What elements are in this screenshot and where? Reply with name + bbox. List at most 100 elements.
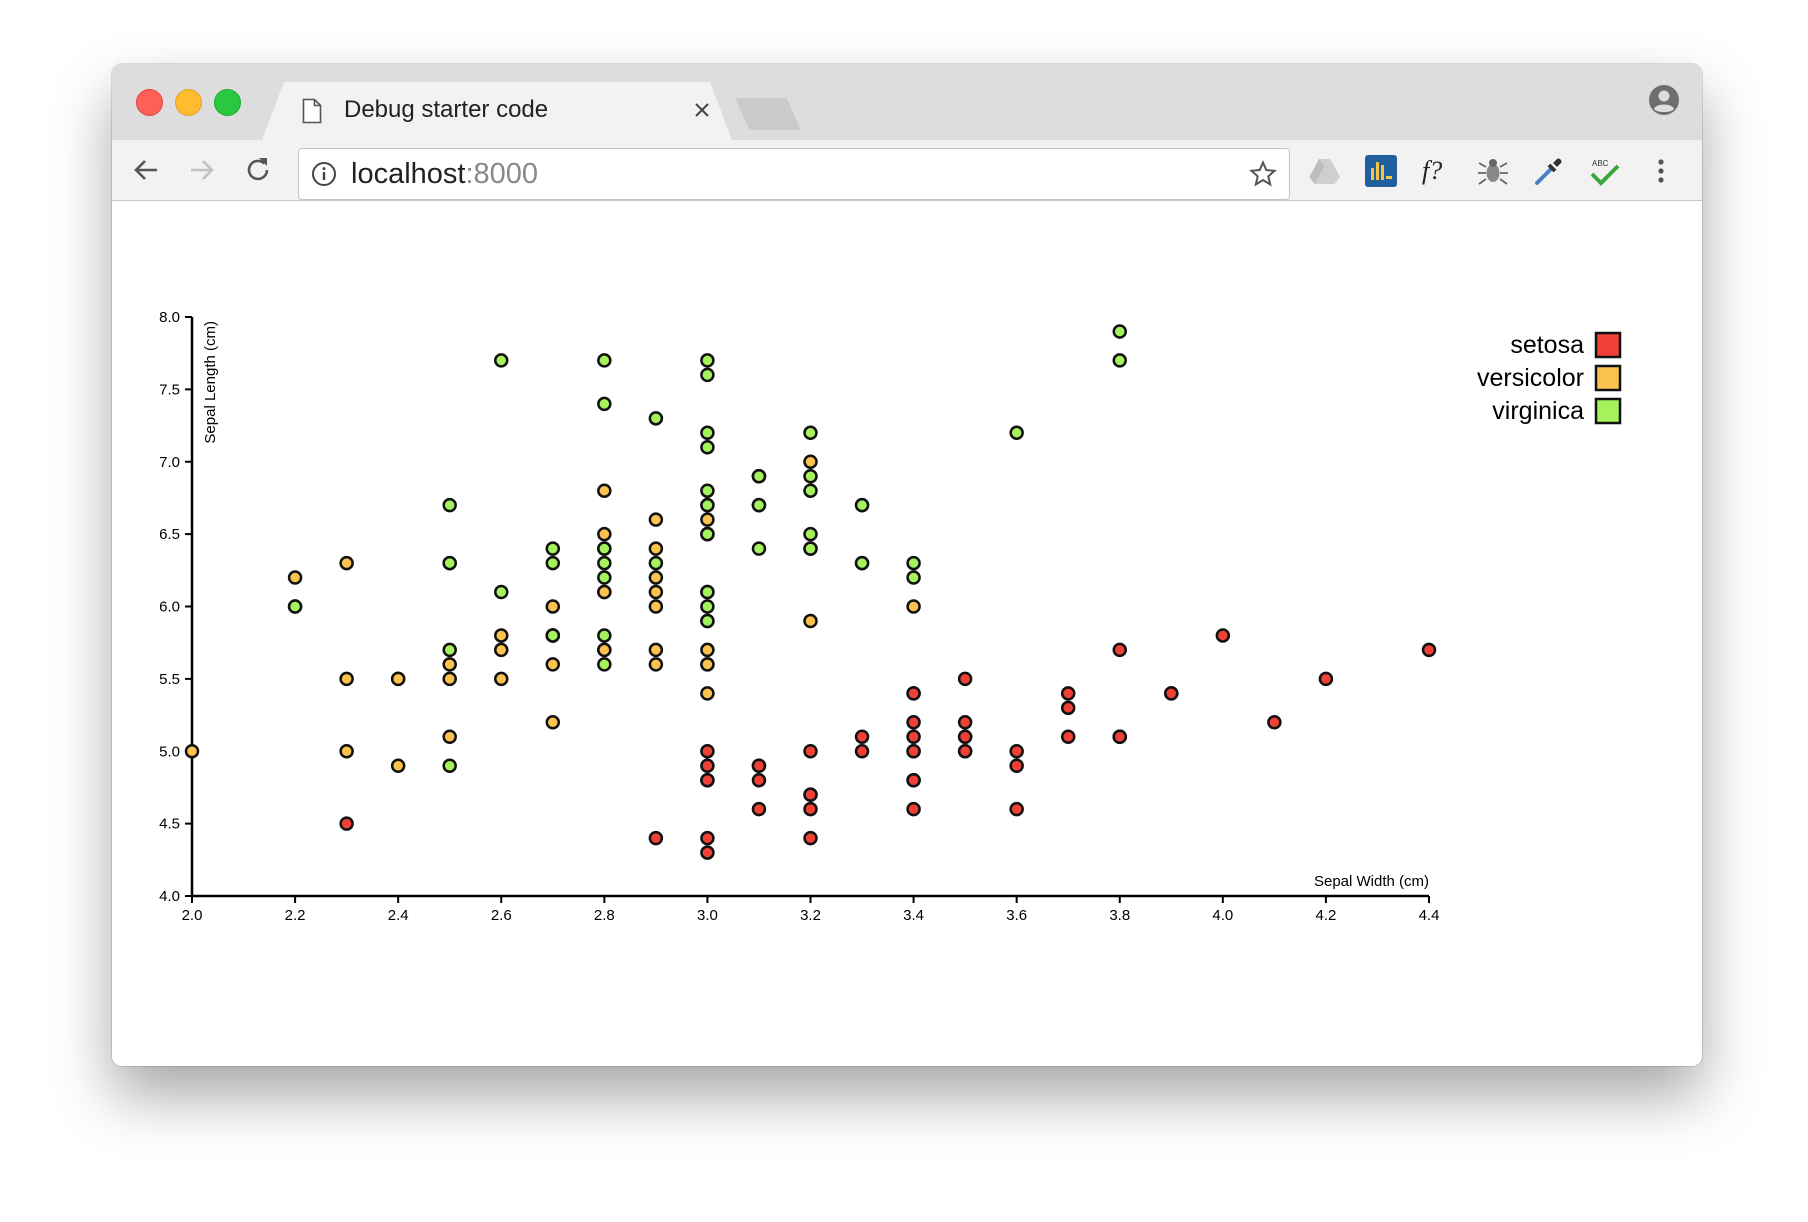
data-point-virginica: [648, 555, 664, 571]
data-point-setosa: [1060, 729, 1076, 745]
legend-label-virginica: virginica: [1492, 397, 1584, 425]
data-point-virginica: [442, 642, 457, 658]
data-point-setosa: [700, 744, 715, 759]
data-point-setosa: [1060, 700, 1076, 716]
data-point-setosa: [957, 729, 973, 745]
tab-title: Debug starter code: [344, 96, 549, 123]
reload-icon[interactable]: [242, 154, 274, 186]
minimize-window-button[interactable]: [175, 89, 202, 116]
legend-swatch-virginica: [1594, 397, 1622, 425]
x-tick-label: 3.0: [697, 907, 718, 924]
data-point-setosa: [1267, 715, 1282, 730]
scatter-chart: 2.0 2.2 2.4 2.6 2.8 3.0 3.2 3.4 3.6 3.8 4.0 4.2 4.4 …: [159, 309, 1622, 924]
data-point-virginica: [442, 758, 457, 773]
data-point-versicolor: [648, 642, 664, 658]
data-point-setosa: [957, 671, 973, 687]
data-point-setosa: [1009, 758, 1024, 773]
page-icon: [302, 98, 322, 124]
y-axis: 4.0 4.5 5.0 5.5 6.0 6.5 7.0 7.5 8.0: [159, 309, 192, 905]
data-point-virginica: [751, 497, 767, 513]
back-icon[interactable]: [130, 154, 162, 186]
data-point-virginica: [494, 584, 509, 600]
data-point-versicolor: [287, 570, 303, 585]
data-point-versicolor: [648, 584, 664, 600]
data-point-virginica: [597, 353, 612, 368]
close-window-button[interactable]: [136, 89, 163, 116]
legend-label-versicolor: versicolor: [1477, 364, 1584, 392]
x-tick-label: 2.0: [182, 907, 203, 924]
data-point-versicolor: [545, 715, 561, 730]
data-point-virginica: [854, 497, 870, 513]
address-bar[interactable]: localhost:8000: [298, 148, 1290, 200]
legend-swatch-versicolor: [1594, 364, 1622, 392]
eyedropper-icon[interactable]: [1532, 154, 1566, 188]
data-point-setosa: [1112, 729, 1127, 745]
data-point-versicolor: [803, 613, 818, 629]
data-point-versicolor: [339, 671, 354, 687]
data-point-virginica: [597, 570, 612, 585]
data-point-versicolor: [545, 599, 561, 614]
data-point-versicolor: [597, 642, 612, 658]
data-point-setosa: [751, 801, 767, 817]
legend: setosa versicolor virginica: [1477, 331, 1622, 425]
data-point-virginica: [906, 555, 921, 571]
x-tick-label: 2.8: [594, 907, 615, 924]
y-tick-label: 4.0: [159, 888, 180, 905]
y-tick-label: 6.0: [159, 599, 180, 616]
function-extension-icon[interactable]: f?: [1420, 154, 1454, 188]
star-icon[interactable]: [1249, 160, 1277, 188]
data-point-versicolor: [442, 671, 457, 687]
data-point-setosa: [906, 729, 921, 745]
forward-icon[interactable]: [186, 154, 218, 186]
y-axis-label: Sepal Length (cm): [202, 321, 219, 444]
data-point-setosa: [751, 758, 767, 773]
data-point-virginica: [700, 483, 715, 498]
profile-icon[interactable]: [1648, 84, 1680, 116]
y-tick-label: 7.0: [159, 454, 180, 471]
data-point-virginica: [700, 497, 715, 513]
data-point-setosa: [957, 715, 973, 730]
data-point-virginica: [597, 396, 612, 412]
info-icon[interactable]: [311, 161, 337, 187]
data-point-versicolor: [442, 729, 457, 745]
data-point-setosa: [1318, 671, 1334, 687]
x-tick-label: 4.0: [1212, 907, 1233, 924]
tab-active[interactable]: Debug starter code: [262, 82, 732, 140]
data-point-versicolor: [442, 657, 457, 672]
data-point-setosa: [957, 744, 973, 759]
data-point-setosa: [1112, 642, 1127, 658]
url-port: :8000: [465, 158, 539, 190]
maximize-window-button[interactable]: [214, 89, 241, 116]
menu-icon[interactable]: [1644, 154, 1678, 188]
data-point-virginica: [700, 367, 715, 383]
data-point-virginica: [597, 657, 612, 672]
bug-extension-icon[interactable]: [1476, 154, 1510, 188]
data-point-setosa: [700, 845, 715, 860]
url-text[interactable]: localhost:8000: [351, 158, 538, 191]
data-point-virginica: [700, 526, 715, 542]
data-point-virginica: [597, 541, 612, 556]
chart-extension-icon[interactable]: [1364, 154, 1398, 188]
new-tab-button[interactable]: [735, 98, 801, 130]
browser-window: Debug starter code: [112, 64, 1702, 1066]
data-point-setosa: [906, 801, 921, 817]
spellcheck-icon[interactable]: ABC: [1588, 154, 1622, 188]
data-point-virginica: [803, 425, 818, 441]
data-point-versicolor: [597, 526, 612, 542]
drive-icon[interactable]: [1308, 154, 1342, 188]
x-tick-label: 2.4: [388, 907, 409, 924]
x-tick-label: 4.4: [1419, 907, 1440, 924]
y-tick-label: 7.5: [159, 381, 180, 398]
data-point-setosa: [803, 787, 818, 802]
tab-strip: Debug starter code: [112, 64, 1702, 140]
data-point-virginica: [803, 541, 818, 556]
data-point-virginica: [287, 599, 303, 614]
data-point-virginica: [751, 541, 767, 556]
data-point-versicolor: [494, 671, 509, 687]
data-point-setosa: [803, 801, 818, 817]
data-point-virginica: [803, 468, 818, 484]
data-point-setosa: [906, 686, 921, 701]
data-point-virginica: [803, 526, 818, 542]
close-icon[interactable]: [692, 100, 712, 120]
data-point-versicolor: [648, 541, 664, 556]
